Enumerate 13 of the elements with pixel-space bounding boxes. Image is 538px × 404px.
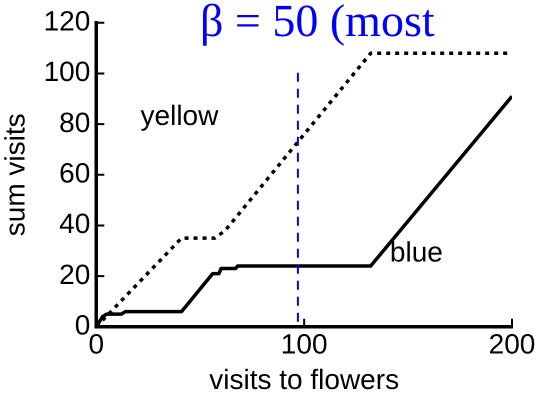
x-tick-label: 200 (488, 328, 536, 360)
chart-title: β = 50 (most (200, 0, 435, 47)
x-tick-label: 100 (280, 328, 328, 360)
y-axis-title: sum visits (0, 113, 31, 236)
y-tick-label: 40 (59, 208, 90, 240)
annotation: yellow (140, 100, 220, 131)
y-tick-label: 20 (59, 258, 90, 290)
y-tick-label: 100 (44, 56, 90, 88)
annotation: blue (390, 236, 443, 268)
y-tick-label: 120 (44, 6, 90, 37)
x-axis-title: visits to flowers (209, 364, 400, 395)
y-tick-label: 80 (59, 106, 90, 138)
y-tick-label: 60 (59, 158, 90, 189)
